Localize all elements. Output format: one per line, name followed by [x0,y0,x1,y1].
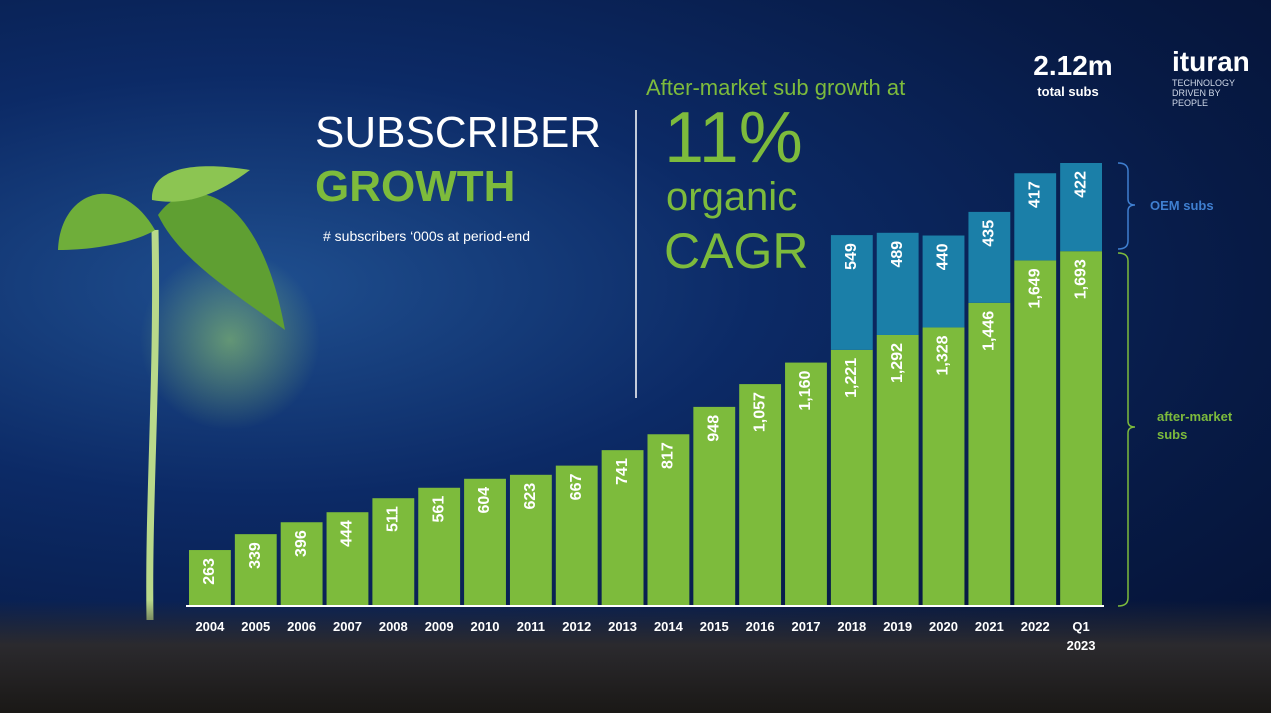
bar-segment [555,465,598,605]
x-tick-label: 2004 [195,619,225,634]
bar-segment [830,235,873,350]
value-label: 561 [430,496,447,523]
value-label: 1,292 [889,343,906,383]
title: GROWTH [315,162,516,211]
value-label: 549 [843,243,860,270]
value-label: 396 [293,530,310,557]
callout: After-market sub growth at [646,75,906,100]
bar-segment [601,450,644,605]
leaf [58,193,155,250]
value-label: 489 [889,241,906,268]
bar-segment [785,362,827,605]
value-label: 1,160 [797,370,814,410]
bar-segment [326,512,369,605]
bar-segment [1014,260,1057,605]
x-tick-label: 2018 [837,619,867,634]
bar-segment [876,334,919,605]
bar-segment [1060,251,1102,605]
bar-segment [968,302,1011,605]
soil [0,600,1271,713]
total-value: 2.12m [1033,50,1113,81]
logo: ituran [1172,46,1250,77]
callout-value: 11% [664,98,803,178]
bar-segment [968,211,1011,303]
leaf [158,193,285,330]
x-tick-label: 2005 [241,619,271,634]
value-label: 422 [1072,171,1089,198]
value-label: 440 [935,243,952,270]
bar-segment [830,349,873,605]
x-tick-label: 2016 [745,619,775,634]
x-tick-label: 2006 [287,619,317,634]
value-label: 435 [981,220,998,247]
x-tick-label: 2020 [929,619,958,634]
value-label: 604 [476,487,493,514]
x-tick-label: 2021 [974,619,1004,634]
x-tick-label: 2009 [424,619,454,634]
tagline: TECHNOLOGY DRIVEN BY PEOPLE [1172,78,1235,108]
bar-segment [234,534,277,605]
x-tick-label: 2014 [653,619,683,634]
callout: organic [666,175,798,219]
x-tick-label: 2022 [1020,619,1050,634]
bar-segment [189,550,231,605]
x-tick-label: 2015 [699,619,729,634]
value-label: 1,221 [843,358,860,398]
x-tick-label: 2012 [562,619,592,634]
x-tick-label: 2017 [791,619,821,634]
total-label: total subs [1037,84,1099,99]
legend-label: OEM subs [1150,198,1214,213]
x-tick-label: 2008 [378,619,408,634]
value-label: 339 [247,542,264,569]
bar-segment [739,384,782,605]
stem [146,229,160,621]
bar-segment [1060,163,1102,252]
bar-segment [922,327,965,605]
title: SUBSCRIBER [315,108,602,157]
x-tick-label: 2019 [883,619,913,634]
bar-segment [876,232,919,335]
bar-segment [1014,173,1057,261]
value-label: 623 [522,483,539,510]
value-label: 817 [660,442,677,469]
value-label: 667 [568,474,585,501]
brace [1117,252,1136,607]
value-label: 1,446 [981,311,998,351]
x-tick-label: 2013 [608,619,638,634]
value-label: 741 [614,458,631,485]
brace [1117,162,1136,250]
value-label: 1,649 [1026,268,1043,308]
bar-segment [418,487,461,605]
value-label: 417 [1026,181,1043,208]
callout: CAGR [664,223,809,279]
bar-segment [464,478,506,605]
subtitle: # subscribers ‘000s at period-end [323,228,531,244]
bar-segment [372,498,415,605]
value-label: 511 [385,506,402,532]
x-tick-label: 2011 [516,619,545,634]
value-label: 263 [201,558,218,585]
value-label: 444 [339,520,356,547]
leaf [151,166,250,202]
bar-segment [280,522,323,605]
bar-segment [922,235,965,328]
legend-label: after-market subs [1157,409,1233,442]
bar-segment [509,474,552,605]
x-tick-label: Q1 2023 [1066,619,1096,653]
value-label: 1,057 [751,392,768,432]
value-label: 1,328 [935,335,952,375]
x-tick-label: 2010 [470,619,500,634]
bar-segment [693,406,736,605]
value-label: 1,693 [1072,259,1089,299]
value-label: 948 [705,415,722,442]
x-tick-label: 2007 [333,619,362,634]
bar-segment [647,434,690,605]
